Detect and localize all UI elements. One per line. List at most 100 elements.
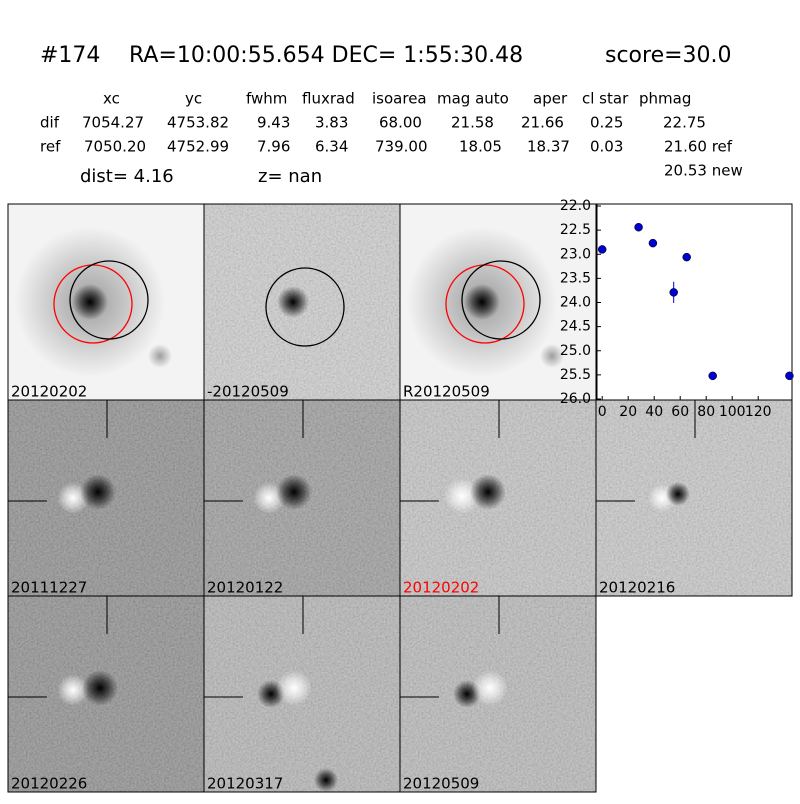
source (277, 286, 309, 318)
column-header: aper (533, 90, 568, 108)
stamp-label: 20111227 (11, 579, 87, 597)
table-cell: 7050.20 (84, 138, 146, 156)
x-tick-label: 60 (671, 404, 689, 420)
faint-source (540, 344, 564, 368)
table-cell: ref (40, 138, 61, 156)
table-cell: 7054.27 (82, 114, 144, 132)
stamp-label: 20120202 (403, 579, 479, 597)
column-header: yc (185, 90, 202, 108)
point (648, 238, 658, 248)
table-cell: 22.75 (663, 114, 706, 132)
stamp-label: 20120216 (599, 579, 675, 597)
stamp: R20120509 (399, 203, 597, 401)
source (276, 474, 312, 510)
column-header: fluxrad (302, 90, 355, 108)
faint-source (148, 344, 172, 368)
table-cell: 6.34 (315, 138, 348, 156)
source (464, 284, 500, 320)
table-cell: 7.96 (257, 138, 290, 156)
column-header: xc (103, 90, 120, 108)
coordinates: RA=10:00:55.654 DEC= 1:55:30.48 (129, 43, 523, 68)
y-tick-label: 23.5 (560, 270, 591, 286)
source (666, 482, 690, 506)
point (682, 252, 691, 262)
x-tick-label: 100 (719, 404, 746, 420)
point (708, 371, 717, 381)
plot-area (596, 203, 793, 401)
source (72, 284, 108, 320)
y-tick-label: 23.0 (560, 246, 591, 262)
stamp: 20120122 (203, 399, 401, 597)
source (82, 670, 118, 706)
stamp-noise (596, 400, 792, 596)
stamp-label: R20120509 (403, 383, 490, 401)
stamp-label: 20120226 (11, 775, 87, 793)
y-tick-label: 25.0 (560, 343, 591, 359)
stamp: 20120317 (203, 595, 401, 793)
y-tick-label: 26.0 (560, 391, 591, 407)
table-cell: 21.66 (521, 114, 564, 132)
table-cell: 3.83 (315, 114, 348, 132)
point (634, 222, 643, 232)
stamp-label: 20120509 (403, 775, 479, 793)
stamp-label: 20120122 (207, 579, 283, 597)
point (597, 245, 607, 254)
stamp: 20120226 (7, 595, 205, 793)
stamp: 20111227 (7, 399, 205, 597)
table-cell: 0.03 (590, 138, 623, 156)
stamp: 20120216 (595, 399, 793, 597)
table-cell: 739.00 (375, 138, 428, 156)
stamp: 20120509 (399, 595, 597, 793)
x-tick-label: 120 (745, 404, 772, 420)
stamp-label: -20120509 (207, 383, 289, 401)
source (80, 474, 116, 510)
column-header: fwhm (246, 90, 287, 108)
y-tick-label: 25.5 (560, 367, 591, 383)
source (472, 670, 508, 706)
y-tick-label: 24.0 (560, 295, 591, 311)
table-cell: 18.37 (527, 138, 570, 156)
redshift: z= nan (258, 166, 322, 187)
y-tick-label: 22.0 (560, 198, 591, 214)
candidate-id: #174 (40, 43, 100, 68)
point (785, 371, 794, 381)
column-header: cl star (582, 90, 629, 108)
table-cell: 9.43 (257, 114, 290, 132)
aperture (265, 267, 345, 347)
source (470, 474, 506, 510)
stamp-label: 20120202 (11, 383, 87, 401)
table-cell: 0.25 (590, 114, 623, 132)
table-cell: 18.05 (459, 138, 502, 156)
aperture (461, 260, 541, 340)
x-tick-label: 80 (697, 404, 715, 420)
stamp-label: 20120317 (207, 775, 283, 793)
source (276, 670, 312, 706)
table-cell: 4752.99 (167, 138, 229, 156)
aperture (69, 260, 149, 340)
score: score=30.0 (605, 43, 732, 68)
source (314, 768, 338, 792)
x-tick-label: 40 (645, 404, 663, 420)
x-tick-label: 20 (619, 404, 637, 420)
table-cell: dif (40, 114, 60, 132)
measurement-table: xc yc fwhm fluxrad isoarea mag auto aper cl sta… (40, 90, 743, 180)
table-cell: 21.58 (451, 114, 494, 132)
stamp: -20120509 (203, 203, 401, 401)
table-cell: 4753.82 (167, 114, 229, 132)
x-tick-label: 0 (598, 404, 607, 420)
stamp: 20120202 (7, 203, 205, 401)
stamp: 20120202 (399, 399, 597, 597)
y-tick-label: 22.5 (560, 222, 591, 238)
column-header: phmag (639, 90, 691, 108)
table-cell: 20.53 new (664, 162, 743, 180)
point (669, 288, 678, 297)
table-cell: 68.00 (379, 114, 422, 132)
stamp-border (399, 595, 597, 793)
column-header: isoarea (372, 90, 427, 108)
y-tick-label: 24.5 (560, 319, 591, 335)
distance: dist= 4.16 (80, 166, 174, 187)
column-header: mag auto (437, 90, 509, 108)
source (57, 674, 89, 706)
